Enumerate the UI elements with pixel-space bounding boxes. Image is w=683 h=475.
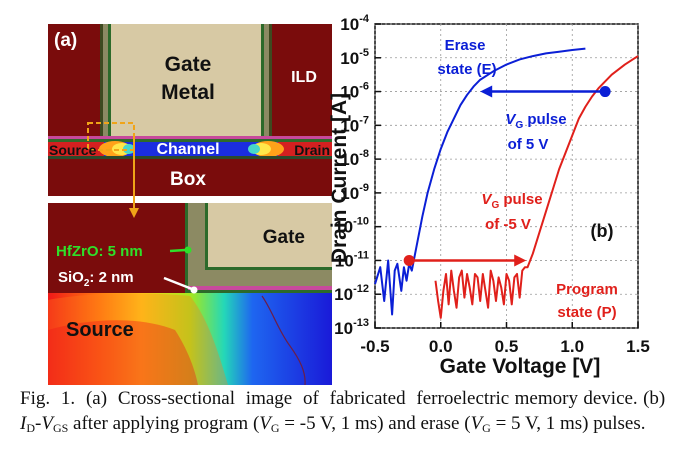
- channel-label: Channel: [156, 141, 219, 158]
- program-label-2: state (P): [557, 304, 616, 321]
- x-tick-label: -0.5: [360, 337, 389, 356]
- panel-b-label: (b): [591, 221, 614, 241]
- state-marker: [403, 254, 415, 266]
- y-tick-label: 10-5: [340, 47, 369, 68]
- figure-caption: Fig. 1. (a) Cross-sectional image of fab…: [20, 388, 670, 435]
- y-tick-label: 10-7: [340, 114, 369, 135]
- vg-negative-pulse-label-2: of -5 V: [485, 216, 531, 233]
- gate-zoom-label: Gate: [263, 227, 305, 248]
- y-tick-label: 10-8: [340, 148, 369, 169]
- drain-label: Drain: [294, 142, 330, 158]
- source-label: Source: [49, 142, 97, 158]
- x-tick-label: 1.0: [560, 337, 584, 356]
- gate-metal: [108, 24, 264, 136]
- zoom-connector-arrow: [129, 136, 139, 218]
- x-tick-label: 0.5: [495, 337, 519, 356]
- y-tick-label: 10-6: [340, 81, 369, 102]
- y-tick-label: 10-9: [340, 182, 369, 203]
- panel-a-zoom: Gate HfZrO: 5 nm SiO2: 2 nm Source: [48, 203, 332, 385]
- panel-a-label: (a): [54, 30, 77, 51]
- series-line: [374, 47, 586, 316]
- series-line: [434, 55, 639, 319]
- figure-1: (a) Gate Metal ILD Source Channel Drain …: [48, 13, 650, 385]
- hfzro-label: HfZrO: 5 nm: [56, 243, 143, 260]
- y-tick-label: 10-11: [335, 249, 369, 270]
- sio2-label: SiO2: 2 nm: [58, 269, 134, 289]
- y-tick-label: 10-4: [340, 13, 370, 34]
- source-zoom-label: Source: [66, 319, 134, 341]
- erase-label-1: Erase: [445, 37, 486, 54]
- panel-a-top: (a) Gate Metal ILD Source Channel Drain …: [48, 24, 332, 196]
- program-label-1: Program: [556, 281, 618, 298]
- y-tick-label: 10-13: [334, 317, 369, 338]
- y-tick-label: 10-10: [334, 216, 369, 237]
- y-tick-label: 10-12: [334, 283, 369, 304]
- state-marker: [599, 86, 611, 98]
- shift-arrow-head: [514, 254, 527, 267]
- panel-b-chart: -0.5 0.0 0.5 1.0 1.5 10-4 10-5 10-6 10-7 10-8 10-9…: [328, 13, 650, 378]
- box-label: Box: [170, 169, 206, 190]
- gate-zoom: [208, 203, 332, 267]
- y-axis-label: Drain Current [A]: [328, 93, 351, 263]
- erase-label-2: state (E): [437, 61, 496, 78]
- x-tick-label: 1.5: [626, 337, 650, 356]
- gate-metal-label-1: Gate: [165, 53, 212, 76]
- gate-metal-label-2: Metal: [161, 81, 215, 104]
- series-layer: [374, 47, 639, 319]
- x-tick-label: 0.0: [429, 337, 453, 356]
- box-region: [48, 159, 332, 196]
- vg-positive-pulse-label-2: of 5 V: [508, 136, 549, 153]
- vg-positive-pulse-label-1: VG pulse: [505, 111, 566, 131]
- x-axis-label: Gate Voltage [V]: [440, 355, 601, 378]
- ild-label: ILD: [291, 69, 317, 86]
- vg-negative-pulse-label-1: VG pulse: [481, 191, 542, 211]
- axis-ticks: -0.5 0.0 0.5 1.0 1.5 10-4 10-5 10-6 10-7 10-8 10-9…: [334, 13, 650, 356]
- shift-arrow-head: [480, 85, 493, 98]
